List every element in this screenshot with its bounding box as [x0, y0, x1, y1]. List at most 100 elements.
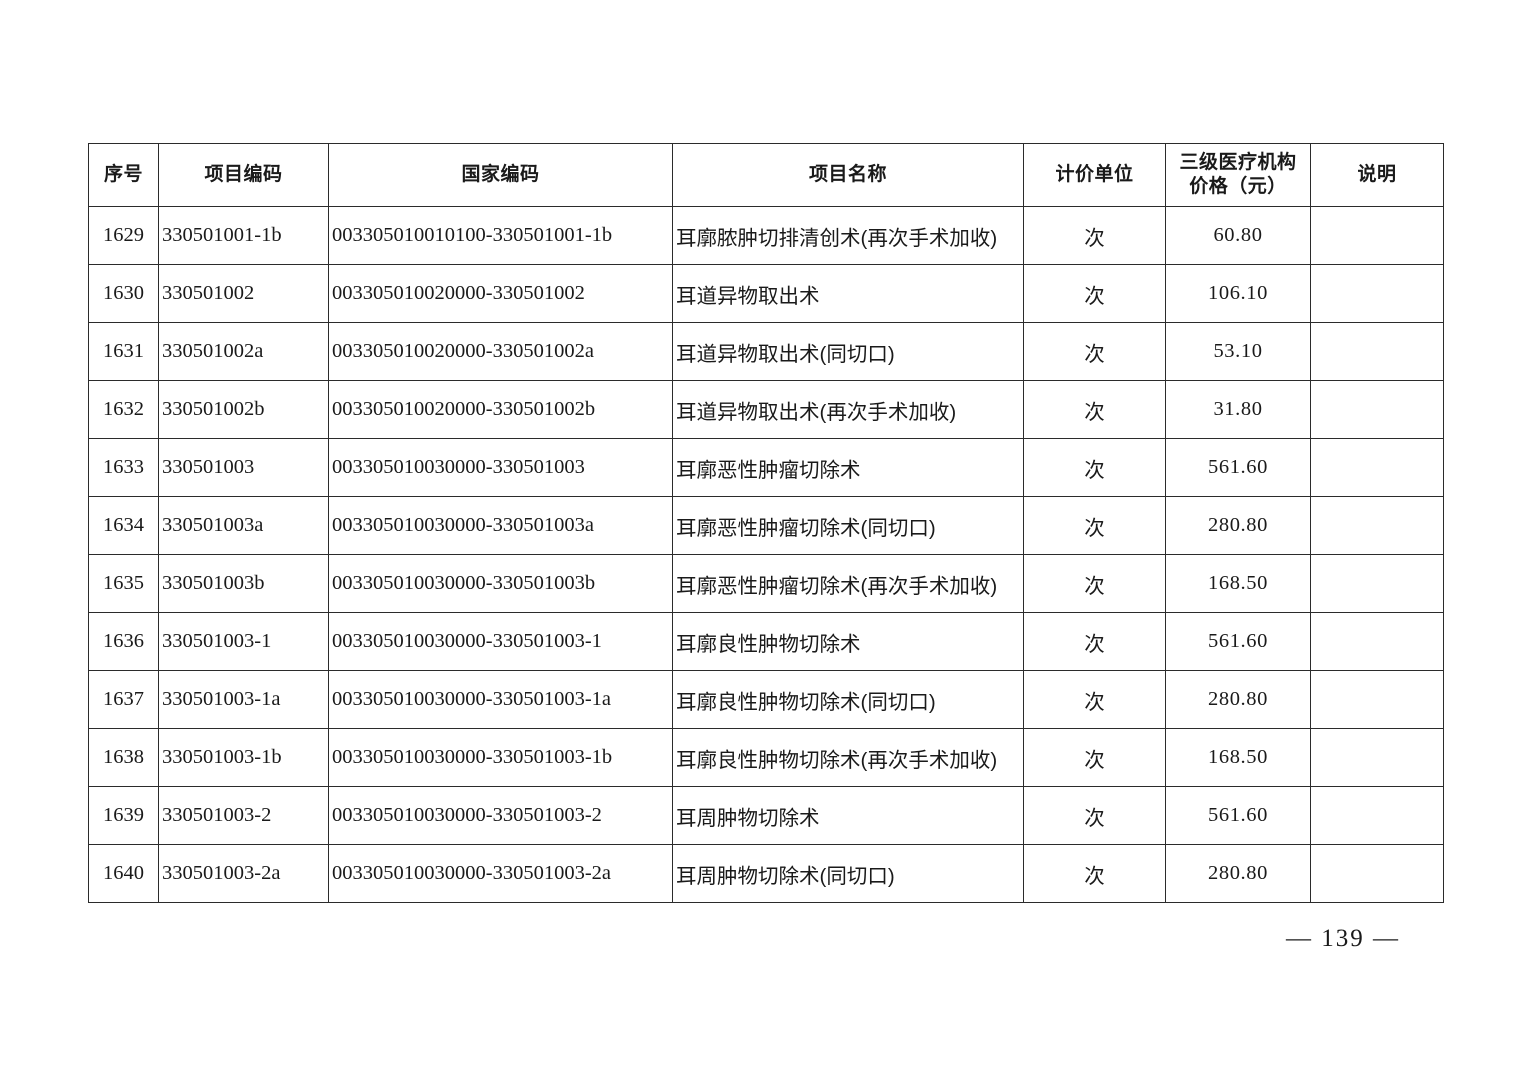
cell-project-code: 330501003-2	[158, 786, 329, 845]
column-header-tier3-price: 三级医疗机构 价格（元）	[1165, 143, 1311, 207]
cell-project-name: 耳廓良性肿物切除术	[672, 612, 1024, 671]
cell-pricing-unit: 次	[1023, 786, 1166, 845]
cell-pricing-unit: 次	[1023, 322, 1166, 381]
table-row: 1630 330501002 003305010020000-330501002 耳道…	[88, 264, 1444, 323]
cell-pricing-unit: 次	[1023, 264, 1166, 323]
cell-tier3-price: 106.10	[1165, 264, 1311, 323]
cell-tier3-price: 280.80	[1165, 670, 1311, 729]
table-row: 1636 330501003-1 003305010030000-330501003…	[88, 612, 1444, 671]
cell-project-code: 330501002	[158, 264, 329, 323]
cell-pricing-unit: 次	[1023, 554, 1166, 613]
cell-project-code: 330501003-1b	[158, 728, 329, 787]
cell-remark	[1310, 380, 1444, 439]
table-row: 1629 330501001-1b 003305010010100-33050100…	[88, 206, 1444, 265]
cell-national-code: 003305010010100-330501001-1b	[328, 206, 673, 265]
table-row: 1634 330501003a 003305010030000-330501003a…	[88, 496, 1444, 555]
column-header-tier3-price-label-line2: 价格（元）	[1189, 176, 1287, 197]
table-row: 1633 330501003 003305010030000-330501003 耳廓…	[88, 438, 1444, 497]
cell-remark	[1310, 496, 1444, 555]
cell-national-code: 003305010020000-330501002a	[328, 322, 673, 381]
cell-sequence: 1638	[88, 728, 159, 787]
column-header-project-name-label: 项目名称	[808, 164, 887, 186]
cell-sequence: 1635	[88, 554, 159, 613]
cell-project-name: 耳道异物取出术(同切口)	[672, 322, 1024, 381]
cell-project-name: 耳廓恶性肿瘤切除术	[672, 438, 1024, 497]
cell-project-code: 330501003-1	[158, 612, 329, 671]
cell-tier3-price: 561.60	[1165, 612, 1311, 671]
cell-tier3-price: 280.80	[1165, 496, 1311, 555]
cell-sequence: 1637	[88, 670, 159, 729]
table-row: 1640 330501003-2a 003305010030000-33050100…	[88, 844, 1444, 903]
column-header-national-code-label: 国家编码	[461, 164, 540, 186]
price-table-container: 序号 项目编码 国家编码 项目名称 计价单位 三级医疗机构	[88, 143, 1444, 903]
cell-sequence: 1630	[88, 264, 159, 323]
cell-project-code: 330501003-1a	[158, 670, 329, 729]
cell-sequence: 1629	[88, 206, 159, 265]
cell-remark	[1310, 844, 1444, 903]
column-header-pricing-unit-label: 计价单位	[1055, 164, 1134, 186]
column-header-national-code: 国家编码	[328, 143, 673, 207]
cell-sequence: 1639	[88, 786, 159, 845]
cell-project-code: 330501003a	[158, 496, 329, 555]
cell-project-name: 耳道异物取出术(再次手术加收)	[672, 380, 1024, 439]
table-header-row: 序号 项目编码 国家编码 项目名称 计价单位 三级医疗机构	[88, 143, 1444, 207]
cell-sequence: 1632	[88, 380, 159, 439]
cell-national-code: 003305010030000-330501003b	[328, 554, 673, 613]
cell-tier3-price: 60.80	[1165, 206, 1311, 265]
cell-project-code: 330501002b	[158, 380, 329, 439]
cell-pricing-unit: 次	[1023, 844, 1166, 903]
cell-project-code: 330501001-1b	[158, 206, 329, 265]
cell-tier3-price: 561.60	[1165, 438, 1311, 497]
cell-remark	[1310, 670, 1444, 729]
cell-sequence: 1633	[88, 438, 159, 497]
cell-project-name: 耳周肿物切除术(同切口)	[672, 844, 1024, 903]
cell-pricing-unit: 次	[1023, 612, 1166, 671]
cell-remark	[1310, 206, 1444, 265]
cell-project-name: 耳廓脓肿切排清创术(再次手术加收)	[672, 206, 1024, 265]
cell-project-name: 耳道异物取出术	[672, 264, 1024, 323]
cell-remark	[1310, 786, 1444, 845]
column-header-sequence: 序号	[88, 143, 159, 207]
table-row: 1635 330501003b 003305010030000-330501003b…	[88, 554, 1444, 613]
cell-project-code: 330501003b	[158, 554, 329, 613]
cell-national-code: 003305010020000-330501002b	[328, 380, 673, 439]
cell-national-code: 003305010030000-330501003-1	[328, 612, 673, 671]
cell-remark	[1310, 322, 1444, 381]
cell-tier3-price: 561.60	[1165, 786, 1311, 845]
cell-project-name: 耳廓良性肿物切除术(同切口)	[672, 670, 1024, 729]
page-number: — 139 —	[1286, 925, 1400, 952]
cell-pricing-unit: 次	[1023, 728, 1166, 787]
cell-remark	[1310, 264, 1444, 323]
cell-tier3-price: 53.10	[1165, 322, 1311, 381]
column-header-project-code-label: 项目编码	[204, 164, 283, 186]
column-header-project-name: 项目名称	[672, 143, 1024, 207]
cell-remark	[1310, 728, 1444, 787]
cell-sequence: 1631	[88, 322, 159, 381]
column-header-project-code: 项目编码	[158, 143, 329, 207]
cell-tier3-price: 280.80	[1165, 844, 1311, 903]
cell-pricing-unit: 次	[1023, 380, 1166, 439]
cell-pricing-unit: 次	[1023, 496, 1166, 555]
cell-remark	[1310, 554, 1444, 613]
column-header-remark-label: 说明	[1357, 164, 1397, 186]
table-row: 1639 330501003-2 003305010030000-330501003…	[88, 786, 1444, 845]
column-header-pricing-unit: 计价单位	[1023, 143, 1166, 207]
cell-project-name: 耳廓良性肿物切除术(再次手术加收)	[672, 728, 1024, 787]
cell-pricing-unit: 次	[1023, 438, 1166, 497]
cell-project-name: 耳廓恶性肿瘤切除术(再次手术加收)	[672, 554, 1024, 613]
cell-national-code: 003305010030000-330501003-2a	[328, 844, 673, 903]
cell-national-code: 003305010030000-330501003	[328, 438, 673, 497]
cell-tier3-price: 168.50	[1165, 728, 1311, 787]
cell-sequence: 1634	[88, 496, 159, 555]
cell-project-name: 耳周肿物切除术	[672, 786, 1024, 845]
table-row: 1638 330501003-1b 003305010030000-33050100…	[88, 728, 1444, 787]
cell-pricing-unit: 次	[1023, 206, 1166, 265]
medical-service-price-table: 序号 项目编码 国家编码 项目名称 计价单位 三级医疗机构	[88, 143, 1444, 903]
cell-project-code: 330501003-2a	[158, 844, 329, 903]
column-header-tier3-price-label-line1: 三级医疗机构	[1179, 152, 1297, 174]
cell-remark	[1310, 612, 1444, 671]
table-header: 序号 项目编码 国家编码 项目名称 计价单位 三级医疗机构	[88, 143, 1444, 207]
cell-national-code: 003305010030000-330501003-1a	[328, 670, 673, 729]
cell-tier3-price: 31.80	[1165, 380, 1311, 439]
cell-sequence: 1640	[88, 844, 159, 903]
